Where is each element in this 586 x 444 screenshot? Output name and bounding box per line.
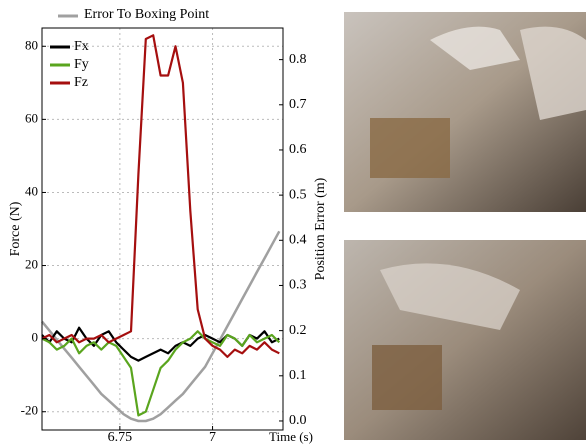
y2-tick-label: 0.6 [289,142,307,157]
y2-tick-label: 0.1 [289,368,307,383]
plot-frame [41,27,284,431]
y2-axis-label: Position Error (m) [313,177,328,280]
x-axis-label: Time (s) [269,429,313,444]
series-line [41,230,281,423]
y2-tick-label: 0.4 [289,233,307,248]
y-tick-label: 0 [32,330,39,345]
photo-top [344,12,586,212]
y2-tick-label: 0.5 [289,187,307,202]
x-tick-label: 7 [209,430,216,444]
series-line [41,34,280,358]
legend-label: Fz [74,75,88,90]
y2-tick-label: 0.0 [289,413,307,428]
photo-bottom [344,240,586,440]
legend-label: Fx [74,39,89,54]
series-line [41,330,281,417]
y-tick-label: -20 [21,403,38,418]
legend-label: Error To Boxing Point [84,7,209,22]
x-tick-label: 6.75 [108,430,133,444]
plot: -20 0 20 40 60 80 0.0 0.1 0.2 0.3 0.4 0.5 0.6 0.7 0.8 6… [8,7,328,444]
y2-tick-label: 0.2 [289,323,307,338]
y-tick-label: 60 [25,110,38,125]
y-tick-label: 20 [25,257,38,272]
y2-tick-label: 0.8 [289,52,307,67]
y-axis-label: Force (N) [8,201,23,256]
y-tick-label: 40 [25,183,38,198]
y2-tick-label: 0.7 [289,97,307,112]
legend-label: Fy [74,57,89,72]
y-tick-label: 80 [25,37,38,52]
y2-tick-label: 0.3 [289,278,307,293]
